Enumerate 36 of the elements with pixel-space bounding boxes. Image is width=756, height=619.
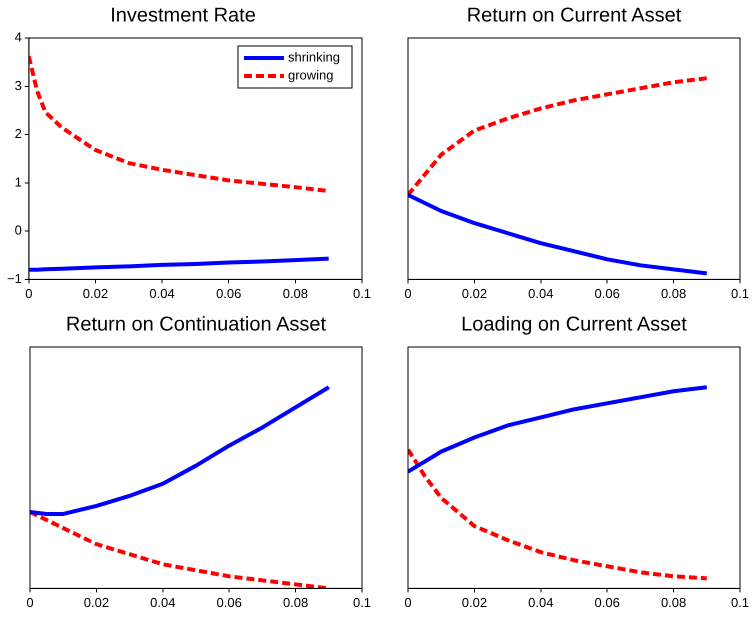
x-tick-label: 0.1: [352, 286, 372, 301]
x-tick-label: 0.06: [594, 286, 620, 301]
x-tick-label: 0.06: [216, 286, 242, 301]
legend-label: growing: [288, 68, 334, 83]
x-tick-label: 0.02: [462, 594, 488, 610]
x-tick-label: 0.1: [352, 594, 372, 610]
x-tick-label: 0.04: [149, 286, 175, 301]
x-tick-label: 0.06: [594, 594, 620, 610]
legend-label: shrinking: [288, 50, 340, 65]
chart-title: Investment Rate: [110, 4, 256, 27]
chart-title: Return on Continuation Asset: [66, 314, 327, 336]
x-tick-label: 0.08: [282, 594, 308, 610]
y-tick-label: 3: [14, 78, 22, 93]
y-tick-label: 2: [14, 126, 22, 142]
y-tick-label: 1: [14, 174, 22, 190]
x-tick-label: 0.1: [730, 286, 750, 301]
x-tick-label: 0.02: [82, 286, 108, 301]
chart-title: Return on Current Asset: [466, 4, 682, 27]
x-tick-label: 0.08: [660, 594, 686, 610]
chart-title: Loading on Current Asset: [461, 314, 688, 336]
y-tick-label: −1: [6, 270, 22, 286]
x-tick-label: 0.1: [730, 594, 750, 610]
x-tick-label: 0.04: [528, 286, 554, 301]
x-tick-label: 0: [404, 594, 412, 610]
x-tick-label: 0.02: [462, 286, 488, 301]
x-tick-label: 0.06: [216, 594, 242, 610]
x-tick-label: 0.02: [84, 594, 110, 610]
y-tick-label: 0: [14, 222, 22, 238]
y-tick-label: 4: [14, 30, 22, 45]
x-tick-label: 0: [404, 286, 412, 301]
x-tick-label: 0: [26, 594, 34, 610]
x-tick-label: 0.04: [528, 594, 554, 610]
x-tick-label: 0.04: [150, 594, 176, 610]
x-tick-label: 0.08: [660, 286, 686, 301]
x-tick-label: 0: [25, 286, 32, 301]
x-tick-label: 0.08: [282, 286, 308, 301]
